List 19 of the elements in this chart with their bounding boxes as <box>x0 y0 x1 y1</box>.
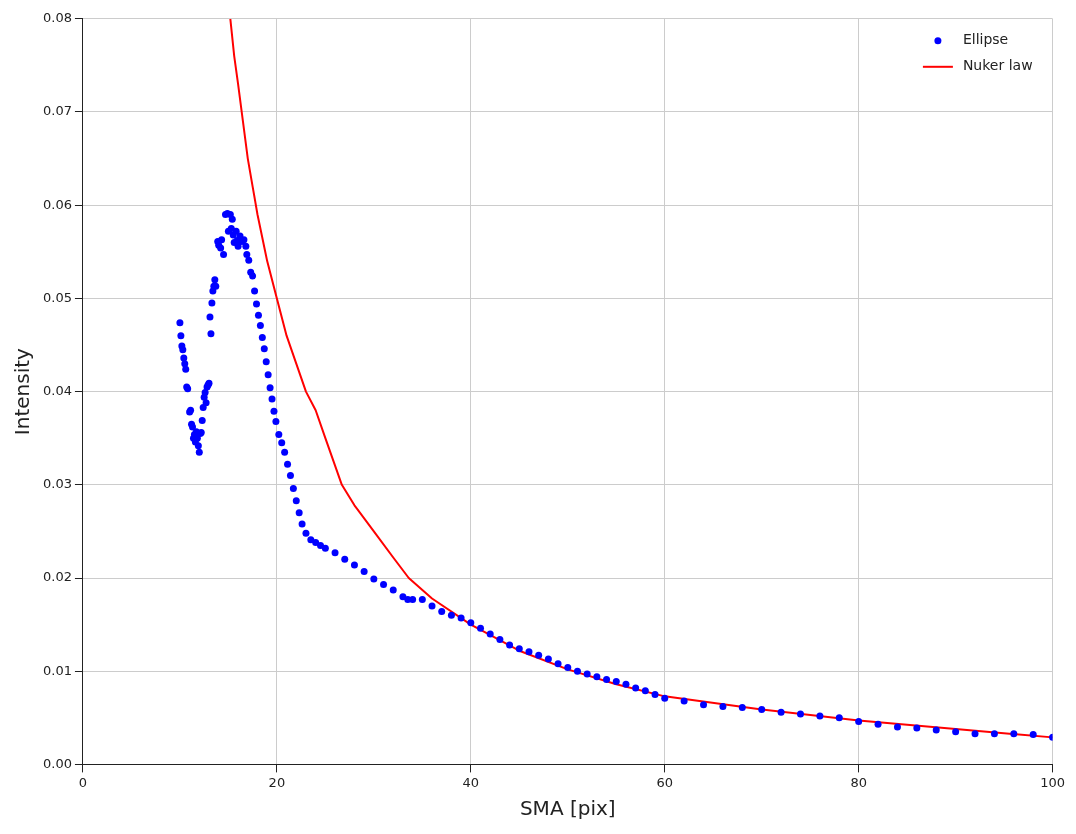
y-tick-label: 0.03 <box>42 476 72 492</box>
x-tick-label: 100 <box>1040 774 1066 790</box>
legend-label: Nuker law <box>962 57 1033 74</box>
y-tick-label: 0.08 <box>42 10 72 26</box>
x-axis-title: SMA [pix] <box>519 796 616 821</box>
x-tick-label: 0 <box>78 774 88 790</box>
y-tick-label: 0.06 <box>42 196 72 212</box>
y-tick-label: 0.04 <box>42 382 72 398</box>
x-tick-label: 40 <box>462 774 480 790</box>
y-tick-label: 0.00 <box>42 755 72 771</box>
y-tick-label: 0.01 <box>42 662 72 678</box>
x-tick-label: 80 <box>850 774 867 790</box>
x-tick-label: 60 <box>656 774 674 790</box>
y-tick-label: 0.02 <box>42 569 72 585</box>
x-tick-label: 20 <box>268 774 286 790</box>
legend-label: Ellipse <box>962 31 1009 48</box>
y-tick-label: 0.07 <box>42 103 72 119</box>
y-tick-label: 0.05 <box>42 289 72 305</box>
y-axis-title: Intensity <box>10 347 35 436</box>
